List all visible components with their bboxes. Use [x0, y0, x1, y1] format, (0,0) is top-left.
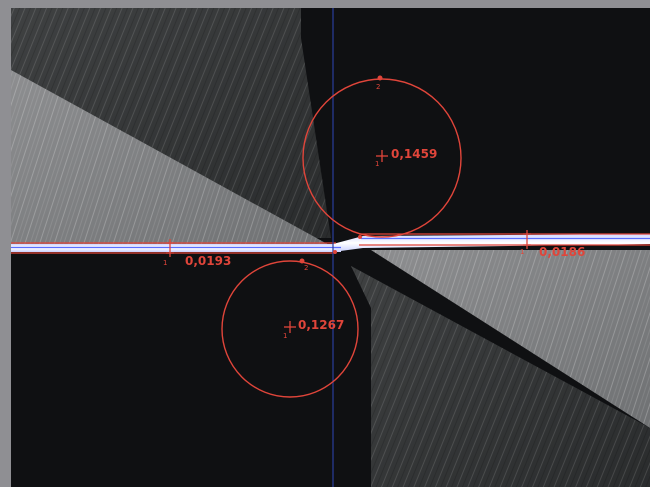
circle-lower-edge-point[interactable]	[299, 258, 305, 264]
circle-lower-center-marker[interactable]	[284, 321, 296, 333]
measurement-canvas[interactable]: 2 1 0,1459 2 1 0,1267 1 0,0193	[11, 8, 650, 487]
line-left-value: 0,0193	[185, 254, 231, 268]
circle-upper-center-label: 1	[375, 160, 379, 168]
line-right-value: 0,0186	[539, 245, 585, 259]
circle-lower-edge-label: 2	[304, 264, 308, 272]
line-right-marker[interactable]	[523, 230, 531, 249]
circle-upper-edge-label: 2	[376, 83, 380, 91]
measure-circle-lower[interactable]	[221, 260, 359, 398]
circle-lower-center-label: 1	[283, 332, 287, 340]
line-left-marker[interactable]	[166, 239, 174, 257]
circle-upper-center-marker[interactable]	[376, 150, 388, 162]
microscope-image-viewer[interactable]: 2 1 0,1459 2 1 0,1267 1 0,0193	[11, 8, 650, 487]
intersection-point-right[interactable]	[358, 235, 362, 239]
circle-upper-edge-point[interactable]	[377, 75, 383, 81]
line-left-point-label: 1	[163, 259, 167, 267]
intersection-point-left[interactable]	[333, 250, 337, 254]
circle-lower-value: 0,1267	[298, 318, 344, 332]
line-right-point-label: 1	[520, 248, 524, 256]
circle-upper-value: 0,1459	[391, 147, 437, 161]
